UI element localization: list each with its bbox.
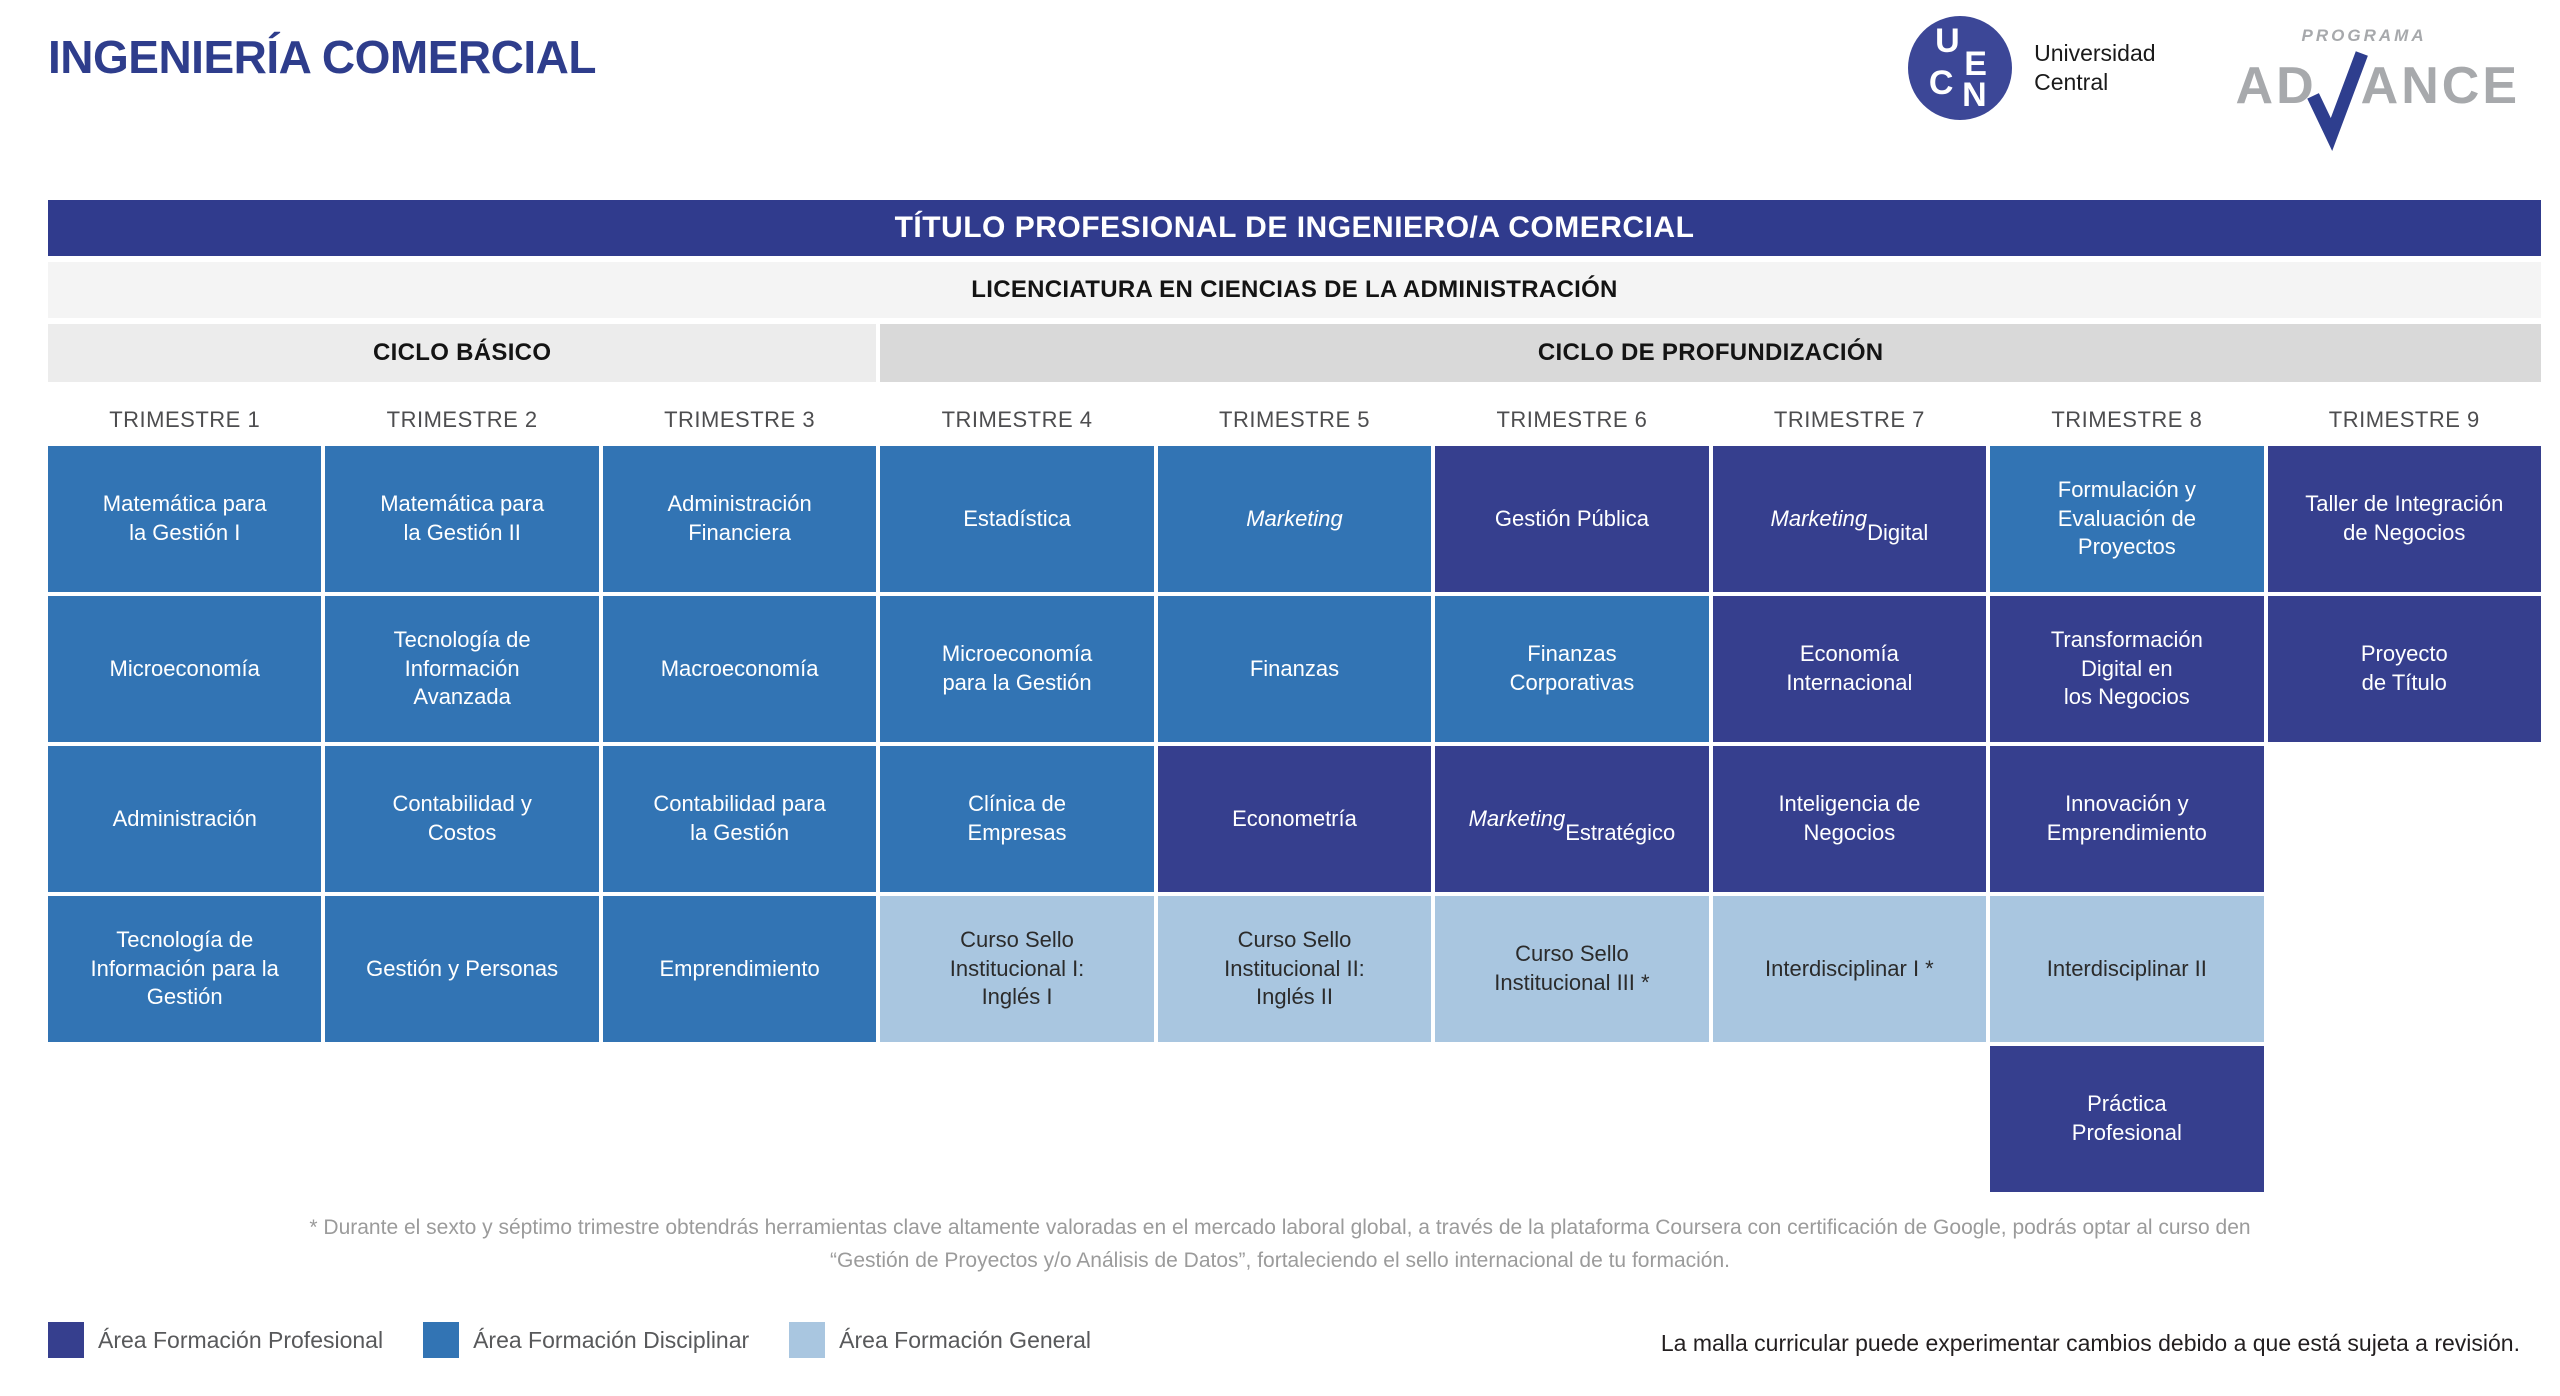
cycle-row: CICLO BÁSICO CICLO DE PROFUNDIZACIÓN (48, 324, 2541, 382)
legend-item: Área Formación Disciplinar (423, 1322, 749, 1358)
course-cell: Proyecto de Título (2267, 596, 2541, 742)
course-cell: Microeconomía (48, 596, 322, 742)
course-cell: Contabilidad para la Gestión (602, 746, 877, 892)
page-title: INGENIERÍA COMERCIAL (48, 31, 596, 83)
empty-cell (1713, 1046, 1986, 1192)
course-cell: Formulación y Evaluación de Proyectos (1990, 446, 2264, 592)
course-cell: Curso Sello Institucional I: Inglés I (880, 896, 1154, 1042)
empty-cell (325, 1046, 598, 1192)
course-cell: Gestión y Personas (325, 896, 599, 1042)
trimester-header: TRIMESTRE 3 (664, 407, 816, 432)
course-cell: Marketing Estratégico (1435, 746, 1709, 892)
ucen-letter: N (1962, 76, 1987, 115)
ucen-name: Universidad Central (2034, 39, 2155, 97)
course-cell: Administración Financiera (602, 446, 877, 592)
course-cell: Gestión Pública (1435, 446, 1709, 592)
advance-kicker: PROGRAMA (2301, 26, 2427, 45)
course-cell: Finanzas Corporativas (1435, 596, 1709, 742)
trimester-header: TRIMESTRE 7 (1773, 407, 1925, 432)
course-cell: Práctica Profesional (1990, 1046, 2264, 1192)
course-cell: Economía Internacional (1712, 596, 1987, 742)
legend-item: Área Formación General (789, 1322, 1091, 1358)
trimester-header: TRIMESTRE 4 (941, 407, 1093, 432)
legend: Área Formación Profesional Área Formación… (48, 1322, 1091, 1358)
ucen-name-line1: Universidad (2034, 40, 2156, 67)
cycle-profundizacion: CICLO DE PROFUNDIZACIÓN (880, 324, 2541, 382)
ucen-circle-icon: U E C N (1908, 16, 2013, 120)
course-cell: Interdisciplinar II (1990, 896, 2264, 1042)
empty-cell (2268, 1046, 2541, 1192)
trimester-header: TRIMESTRE 5 (1219, 407, 1370, 432)
legend-swatch (48, 1322, 84, 1358)
empty-cell (603, 1046, 876, 1192)
course-cell: Estadística (880, 446, 1154, 592)
trimester-header: TRIMESTRE 9 (2328, 407, 2480, 432)
legend-label: Área Formación Disciplinar (473, 1326, 750, 1353)
course-cell: Tecnología de Información Avanzada (325, 596, 599, 742)
legend-item: Área Formación Profesional (48, 1322, 383, 1358)
course-cell: Innovación y Emprendimiento (1990, 746, 2264, 892)
degree-title-bar: TÍTULO PROFESIONAL DE INGENIERO/A COMERC… (48, 200, 2541, 256)
course-grid: Matemática para la Gestión I Matemática p… (48, 446, 2541, 1192)
advance-text-left: AD (2235, 57, 2317, 116)
course-cell: Econometría (1157, 746, 1432, 892)
course-cell: Taller de Integración de Negocios (2267, 446, 2541, 592)
cycle-basic: CICLO BÁSICO (48, 324, 877, 382)
disclaimer: La malla curricular puede experimentar c… (1660, 1330, 2520, 1356)
ucen-name-line2: Central (2034, 69, 2109, 95)
empty-cell (2268, 746, 2541, 892)
trimester-header: TRIMESTRE 1 (109, 407, 261, 432)
legend-swatch (789, 1322, 826, 1358)
course-cell: Microeconomía para la Gestión (880, 596, 1154, 742)
ucen-letter: E (1964, 45, 1987, 84)
legend-label: Área Formación Profesional (98, 1326, 384, 1353)
course-cell: Administración (48, 746, 322, 892)
ucen-logo: U E C N Universidad Central (1908, 16, 2156, 120)
course-cell: Clínica de Empresas (880, 746, 1154, 892)
header-logos: U E C N Universidad Central PROGRAMA AD … (1908, 16, 2520, 151)
legend-label: Área Formación General (839, 1326, 1092, 1353)
course-cell: Emprendimiento (602, 896, 877, 1042)
empty-cell (1435, 1046, 1708, 1192)
advance-wordmark: AD ANCE (2235, 48, 2520, 151)
course-cell: Inteligencia de Negocios (1712, 746, 1987, 892)
trimester-header: TRIMESTRE 8 (2051, 407, 2203, 432)
bachelor-bar: LICENCIATURA EN CIENCIAS DE LA ADMINISTR… (48, 262, 2541, 318)
curriculum-table: TÍTULO PROFESIONAL DE INGENIERO/A COMERC… (48, 200, 2541, 1192)
empty-cell (1158, 1046, 1431, 1192)
course-cell: Transformación Digital en los Negocios (1990, 596, 2264, 742)
empty-cell (48, 1046, 321, 1192)
course-cell: Curso Sello Institucional II: Inglés II (1157, 896, 1432, 1042)
course-cell: Curso Sello Institucional III * (1435, 896, 1709, 1042)
trimester-row: TRIMESTRE 1 TRIMESTRE 2 TRIMESTRE 3 TRIMEST… (48, 400, 2541, 440)
legend-swatch (423, 1322, 460, 1358)
trimester-header: TRIMESTRE 2 (386, 407, 538, 432)
check-icon (2306, 51, 2368, 151)
course-cell: Macroeconomía (602, 596, 877, 742)
course-cell: Finanzas (1157, 596, 1432, 742)
course-cell: Marketing (1157, 446, 1432, 592)
course-cell: Matemática para la Gestión II (325, 446, 599, 592)
course-cell: Interdisciplinar I * (1712, 896, 1987, 1042)
course-cell: Contabilidad y Costos (325, 746, 599, 892)
course-cell: Tecnología de Información para la Gestió… (48, 896, 322, 1042)
course-cell: Marketing Digital (1712, 446, 1987, 592)
empty-cell (880, 1046, 1153, 1192)
advance-text-right: ANCE (2360, 57, 2520, 116)
footnote: * Durante el sexto y séptimo trimestre o… (309, 1216, 2251, 1272)
course-cell: Matemática para la Gestión I (48, 446, 322, 592)
ucen-letter: C (1928, 63, 1954, 102)
empty-cell (2268, 896, 2541, 1042)
advance-logo: PROGRAMA AD ANCE (2235, 26, 2520, 151)
trimester-header: TRIMESTRE 6 (1496, 407, 1648, 432)
ucen-letter: U (1935, 22, 1960, 61)
